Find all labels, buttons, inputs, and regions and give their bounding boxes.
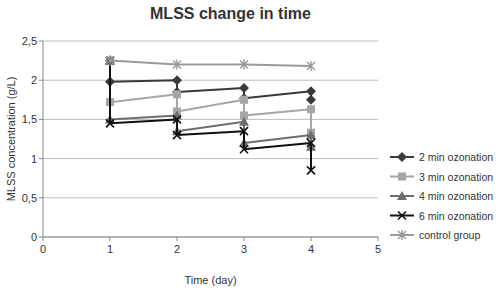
y-tick — [39, 197, 43, 198]
y-tick-label: 1 — [31, 153, 37, 165]
chart: MLSS change in time 0 0,5 1 1,5 2 2,5 0 1 2 3 4 5 Tim… — [0, 0, 500, 298]
grid-line — [43, 197, 378, 198]
data-point — [240, 127, 248, 135]
data-point — [306, 86, 316, 96]
data-point — [106, 56, 114, 66]
data-point — [106, 119, 114, 127]
x-tick — [43, 237, 44, 241]
title: MLSS change in time — [150, 5, 311, 22]
legend-label: control group — [419, 229, 480, 241]
x-tick — [244, 237, 245, 241]
data-point — [240, 60, 248, 70]
plot-area — [105, 56, 316, 175]
x-tick — [110, 237, 111, 241]
series-line — [110, 61, 311, 100]
y-tick — [39, 237, 43, 238]
x-tick-label: 0 — [40, 243, 46, 255]
legend-label: 3 min ozonation — [419, 171, 493, 183]
data-point — [239, 83, 249, 93]
data-point — [307, 105, 315, 113]
data-point — [239, 93, 249, 103]
y-tick-label: 2,5 — [22, 35, 37, 47]
legend-label: 6 min ozonation — [419, 210, 493, 222]
y-tick — [39, 158, 43, 159]
y-axis-label: MLSS concentration (g/L) — [5, 77, 17, 202]
y-tick — [39, 80, 43, 81]
data-point — [307, 139, 315, 147]
grid-line — [43, 237, 378, 238]
data-point — [306, 95, 316, 105]
x-axis-label: Time (day) — [184, 274, 236, 286]
data-point — [240, 96, 248, 104]
data-point — [239, 117, 249, 126]
x-tick-label: 3 — [241, 243, 247, 255]
x-axis — [43, 237, 378, 238]
legend-marker — [397, 152, 407, 162]
y-tick-label: 0,5 — [22, 192, 37, 204]
series-line — [110, 61, 311, 171]
data-point — [240, 145, 248, 153]
data-point — [307, 61, 315, 71]
x-tick — [378, 237, 379, 241]
x-tick-label: 5 — [375, 243, 381, 255]
x-tick — [311, 237, 312, 241]
x-tick-label: 4 — [308, 243, 314, 255]
data-point — [173, 131, 181, 139]
data-point — [307, 166, 315, 174]
grid-line — [43, 80, 378, 81]
data-point — [172, 75, 182, 85]
grid-line — [43, 41, 378, 42]
legend-marker — [398, 230, 406, 240]
y-tick — [39, 41, 43, 42]
data-point — [173, 115, 181, 123]
background — [0, 0, 500, 298]
y-tick-label: 0 — [31, 231, 37, 243]
x-tick-label: 2 — [174, 243, 180, 255]
data-point — [173, 60, 181, 70]
data-point — [306, 130, 316, 139]
legend-label: 2 min ozonation — [419, 151, 493, 163]
x-tick — [177, 237, 178, 241]
y-tick-label: 1,5 — [22, 113, 37, 125]
grid-line — [43, 119, 378, 120]
grid-line — [43, 158, 378, 159]
y-tick-label: 2 — [31, 74, 37, 86]
legend-marker — [398, 212, 406, 220]
legend-label: 4 min ozonation — [419, 190, 493, 202]
series-line — [110, 61, 311, 66]
x-tick-label: 1 — [107, 243, 113, 255]
data-point — [173, 90, 181, 98]
legend-marker — [397, 191, 407, 200]
y-axis — [43, 41, 44, 237]
y-tick — [39, 119, 43, 120]
legend-marker — [398, 173, 406, 181]
